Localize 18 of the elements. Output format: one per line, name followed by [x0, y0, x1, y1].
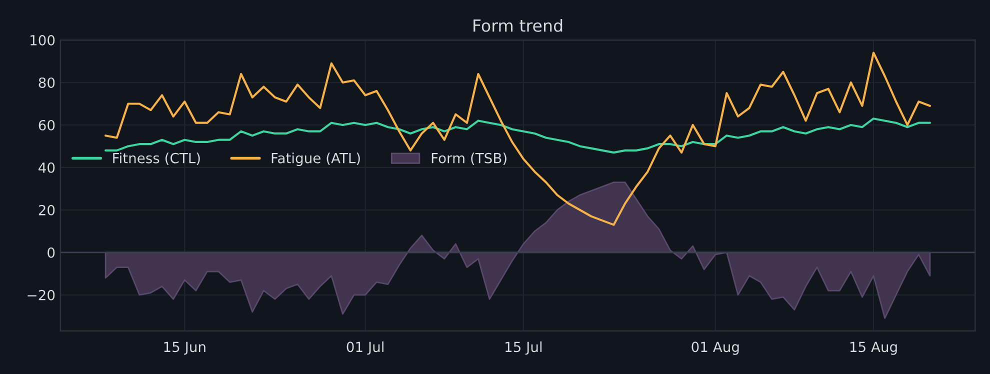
y-tick-label: 80: [38, 77, 55, 88]
x-tick-label: 01 Jul: [346, 341, 384, 355]
legend-label: Form (TSB): [432, 152, 506, 165]
x-tick-label: 15 Jun: [164, 342, 206, 355]
y-tick-label: 60: [38, 120, 55, 130]
y-tick-label: 40: [38, 162, 55, 173]
line-series: [104, 118, 932, 154]
y-tick-label: 0: [48, 247, 55, 258]
y-tick-label: 20: [38, 204, 55, 216]
chart-title: Form trend: [474, 19, 562, 32]
legend-label: Fatigue (ATL): [272, 152, 360, 166]
line-series: [104, 52, 932, 226]
x-tick-label: 15 Jul: [506, 341, 542, 355]
x-tick-label: 15 Aug: [850, 342, 897, 355]
x-tick-label: 01 Aug: [692, 342, 739, 355]
y-tick-label: −20: [28, 290, 55, 300]
legend-label: Fitness (CTL): [113, 152, 200, 165]
y-tick-label: 100: [30, 34, 55, 46]
